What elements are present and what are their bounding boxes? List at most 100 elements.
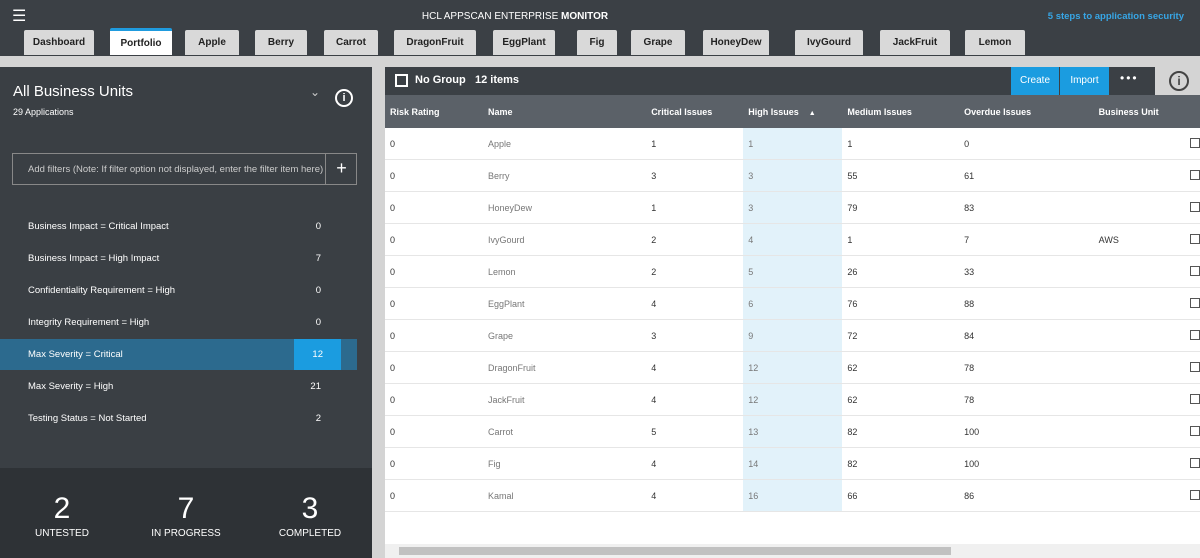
add-filter[interactable]: + <box>325 153 357 185</box>
sidebar: All Business Units ⌄ i 29 Applications A… <box>0 67 372 468</box>
checkbox[interactable] <box>1190 169 1200 180</box>
info-icon[interactable]: i <box>1169 71 1189 91</box>
cell: 4 <box>646 287 744 320</box>
filter-label: Business Impact = High Impact <box>28 253 160 264</box>
filter-count: 12 <box>294 339 341 370</box>
divider <box>0 56 1200 67</box>
table-row[interactable]: 0 Apple 1 1 1 0 <box>385 128 1200 160</box>
filter-row[interactable]: Integrity Requirement = High 0 <box>0 307 357 338</box>
select-cell <box>1185 319 1200 352</box>
cell: 13 <box>743 415 843 448</box>
checkbox[interactable] <box>1190 329 1200 340</box>
tab[interactable]: Fig <box>577 30 617 55</box>
checkbox[interactable] <box>1190 265 1200 276</box>
tab[interactable]: IvyGourd <box>795 30 863 55</box>
checkbox[interactable] <box>1190 425 1200 436</box>
checkbox[interactable] <box>1190 457 1200 468</box>
more-button[interactable]: ••• <box>1120 71 1139 85</box>
select-cell <box>1185 191 1200 224</box>
filter-count: 0 <box>315 221 321 232</box>
cell: 0 <box>385 319 483 352</box>
filter-row[interactable]: Max Severity = Critical 12 <box>0 339 357 370</box>
cell: 0 <box>385 351 483 384</box>
data-table: Risk Rating Name Critical Issues High Issue… <box>385 95 1200 512</box>
tab[interactable]: Berry <box>255 30 307 55</box>
checkbox[interactable] <box>1190 489 1200 500</box>
table-row[interactable]: 0 JackFruit 4 12 62 78 <box>385 383 1200 416</box>
filter-row[interactable]: Business Impact = Critical Impact 0 <box>0 211 357 242</box>
checkbox[interactable] <box>1190 297 1200 308</box>
checkbox[interactable] <box>1190 393 1200 404</box>
table-row[interactable]: 0 HoneyDew 1 3 79 83 <box>385 191 1200 224</box>
summary-label: COMPLETED <box>278 528 342 539</box>
cell: 79 <box>842 191 960 224</box>
cell <box>1093 159 1185 192</box>
filter-row[interactable]: Testing Status = Not Started 2 <box>0 403 357 434</box>
info-icon[interactable]: i <box>335 89 353 107</box>
column-header[interactable]: Medium Issues <box>842 95 960 128</box>
checkbox[interactable] <box>1190 233 1200 244</box>
table-row[interactable]: 0 Fig 4 14 82 100 <box>385 447 1200 480</box>
title-bold: MONITOR <box>561 11 609 22</box>
import-button[interactable]: Import <box>1060 67 1109 95</box>
table-row[interactable]: 0 IvyGourd 2 4 1 7 AWS <box>385 223 1200 256</box>
checkbox[interactable] <box>1190 201 1200 212</box>
table-row[interactable]: 0 DragonFruit 4 12 62 78 <box>385 351 1200 384</box>
tab[interactable]: Apple <box>185 30 239 55</box>
cell: 100 <box>959 447 1094 480</box>
column-header[interactable]: Overdue Issues <box>959 95 1094 128</box>
summary-value: 7 <box>177 492 195 525</box>
filter-row[interactable]: Business Impact = High Impact 7 <box>0 243 357 274</box>
tab[interactable]: HoneyDew <box>703 30 769 55</box>
table-row[interactable]: 0 Lemon 2 5 26 33 <box>385 255 1200 288</box>
select-cell <box>1185 415 1200 448</box>
column-header[interactable]: Business Unit <box>1093 95 1185 128</box>
cell: 33 <box>959 255 1094 288</box>
cell: 72 <box>842 319 960 352</box>
table-row[interactable]: 0 Carrot 5 13 82 100 <box>385 415 1200 448</box>
filter-row[interactable]: Confidentiality Requirement = High 0 <box>0 275 357 306</box>
tab[interactable]: Carrot <box>324 30 378 55</box>
cell: 0 <box>385 255 483 288</box>
tab[interactable]: Portfolio <box>110 28 172 55</box>
tab[interactable]: EggPlant <box>493 30 555 55</box>
cell <box>1093 351 1185 384</box>
create-button[interactable]: Create <box>1011 67 1059 95</box>
scroll-thumb[interactable] <box>399 547 951 555</box>
filter-label: Testing Status = Not Started <box>28 413 147 424</box>
select-header <box>1185 95 1200 128</box>
cell: 2 <box>646 223 744 256</box>
filter-row[interactable]: Max Severity = High 21 <box>0 371 357 402</box>
table-row[interactable]: 0 EggPlant 4 6 76 88 <box>385 287 1200 320</box>
checkbox[interactable] <box>1190 137 1200 148</box>
menu-icon[interactable]: ☰ <box>12 8 27 25</box>
group-icon <box>395 74 408 87</box>
filter-input[interactable]: Add filters (Note: If filter option not … <box>12 153 357 185</box>
tab[interactable]: Lemon <box>965 30 1025 55</box>
tab[interactable]: Grape <box>631 30 685 55</box>
select-cell <box>1185 287 1200 320</box>
table-row[interactable]: 0 Kamal 4 16 66 86 <box>385 479 1200 512</box>
cell: 61 <box>959 159 1094 192</box>
cell: 3 <box>743 191 843 224</box>
group-label[interactable]: No Group <box>415 74 466 86</box>
column-header[interactable]: Name <box>482 95 647 128</box>
column-header[interactable]: Critical Issues <box>646 95 744 128</box>
cell: 12 <box>743 351 843 384</box>
cell: 26 <box>842 255 960 288</box>
summary-value: 3 <box>301 492 319 525</box>
cell: AWS <box>1093 223 1185 256</box>
checkbox[interactable] <box>1190 361 1200 372</box>
table-row[interactable]: 0 Grape 3 9 72 84 <box>385 319 1200 352</box>
tab[interactable]: JackFruit <box>880 30 950 55</box>
column-header[interactable]: Risk Rating <box>385 95 483 128</box>
cell: IvyGourd <box>482 223 647 256</box>
table-row[interactable]: 0 Berry 3 3 55 61 <box>385 159 1200 192</box>
tab[interactable]: Dashboard <box>24 30 94 55</box>
dropdown[interactable]: ⌄ <box>310 85 321 99</box>
cell: Grape <box>482 319 647 352</box>
summary-value: 2 <box>53 492 71 525</box>
help-link[interactable]: 5 steps to application security <box>1047 11 1184 22</box>
column-header[interactable]: High Issues ▲ <box>743 95 843 128</box>
tab[interactable]: DragonFruit <box>394 30 476 55</box>
